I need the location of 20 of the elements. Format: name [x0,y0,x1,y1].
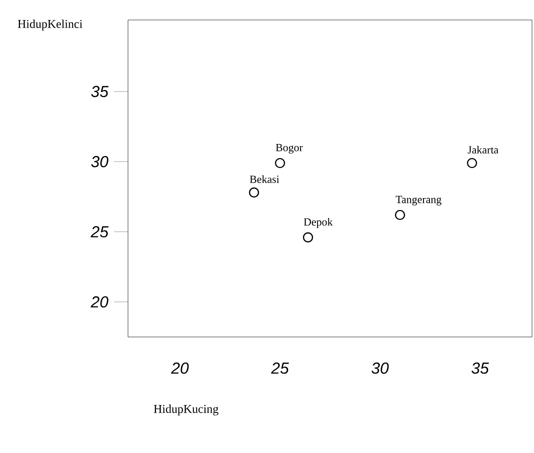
y-tick-label: 30 [91,156,108,168]
x-axis-title: HidupKucing [154,404,218,416]
annotation: Bogor [276,144,303,154]
x-tick-label: 25 [271,362,289,374]
annotation: Bekasi [250,175,280,183]
y-tick-label: 25 [90,226,109,238]
annotation: Tangerang [396,196,442,206]
y-tick-label: 20 [90,296,108,308]
point [302,232,314,242]
point [394,210,406,220]
annotation: Jakarta [468,146,498,154]
x-tick-label: 30 [372,362,389,374]
point [274,158,286,168]
y-tick-label: 35 [91,86,109,98]
point [466,158,478,168]
x-tick-label: 35 [472,362,489,374]
point [248,187,260,198]
y-axis-title: HidupKelinci [18,20,82,30]
x-tick-label: 20 [171,362,189,374]
annotation: Depok [304,218,333,228]
